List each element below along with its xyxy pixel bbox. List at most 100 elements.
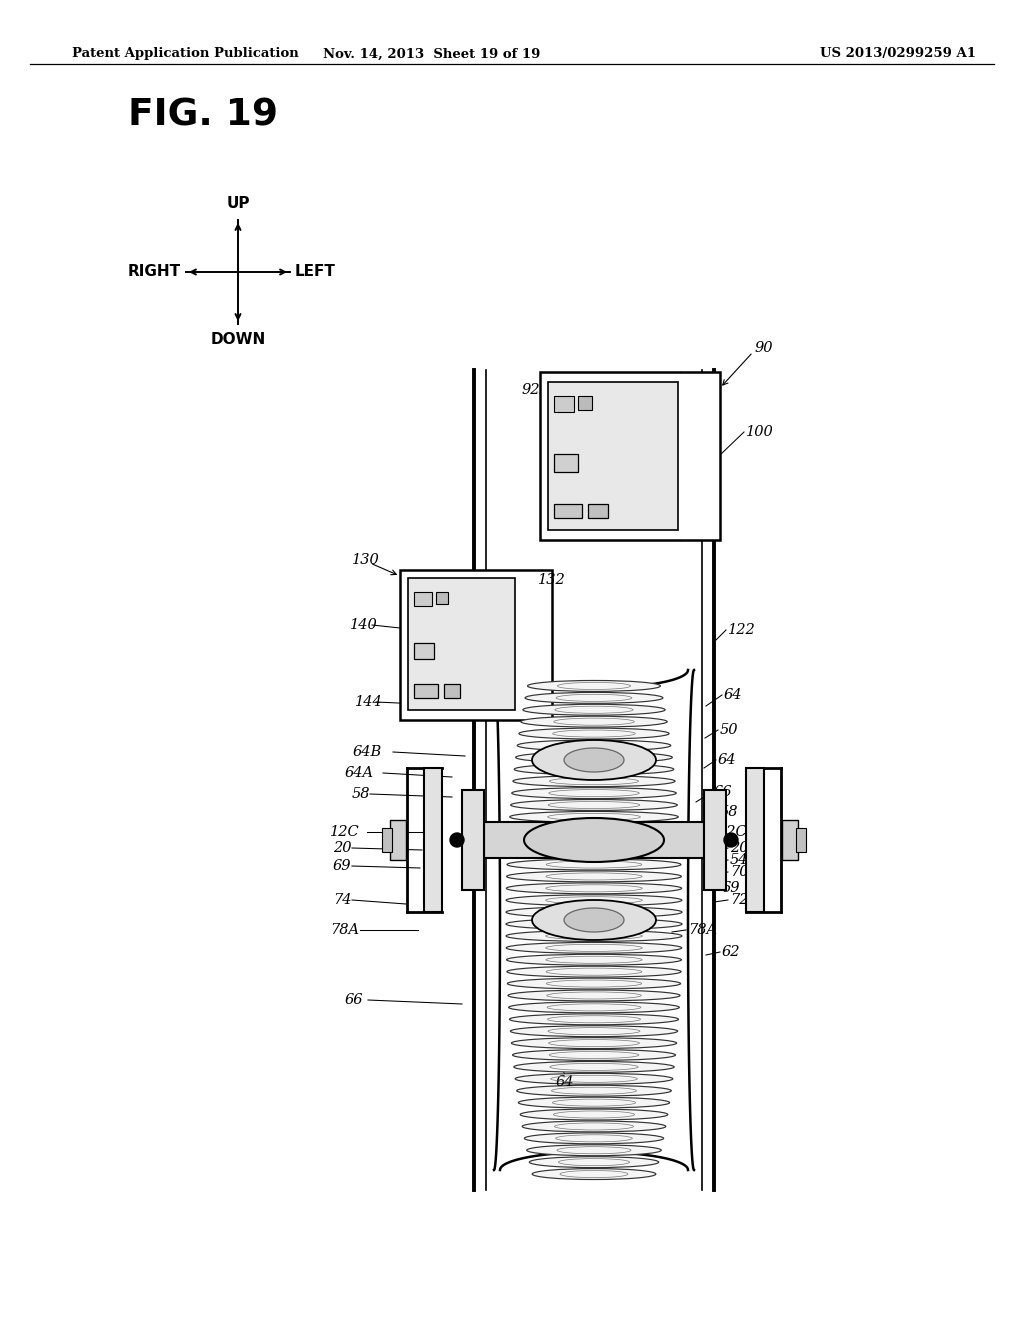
Text: 64: 64 [724, 688, 742, 702]
Text: 130: 130 [352, 553, 380, 568]
Ellipse shape [506, 895, 682, 906]
Text: RIGHT: RIGHT [128, 264, 181, 280]
Text: 132: 132 [538, 573, 565, 587]
Ellipse shape [532, 900, 656, 940]
Ellipse shape [514, 764, 674, 775]
Text: 78A: 78A [330, 923, 359, 937]
Bar [414, 643, 434, 659]
Text: 54: 54 [730, 853, 749, 867]
Ellipse shape [509, 1002, 679, 1012]
Ellipse shape [524, 1133, 664, 1144]
Circle shape [724, 833, 738, 847]
Text: FIG. 19: FIG. 19 [128, 98, 278, 135]
Bar [588, 504, 608, 517]
Ellipse shape [517, 741, 671, 751]
Ellipse shape [519, 729, 669, 739]
Ellipse shape [507, 859, 681, 870]
Ellipse shape [509, 824, 679, 834]
Text: 20: 20 [730, 841, 749, 855]
Text: 90: 90 [755, 341, 773, 355]
Bar [414, 591, 432, 606]
Ellipse shape [523, 705, 666, 715]
Ellipse shape [511, 800, 677, 810]
Ellipse shape [510, 1014, 679, 1024]
Text: 69: 69 [333, 859, 351, 873]
Ellipse shape [517, 1085, 672, 1096]
Text: LEFT: LEFT [295, 264, 336, 280]
Circle shape [450, 833, 464, 847]
Ellipse shape [506, 919, 682, 929]
Ellipse shape [522, 1121, 666, 1133]
Bar [390, 820, 406, 861]
Ellipse shape [564, 908, 624, 932]
Ellipse shape [506, 931, 682, 941]
Text: 70: 70 [730, 865, 749, 879]
Text: DOWN: DOWN [210, 333, 265, 347]
Ellipse shape [532, 741, 656, 780]
Bar [554, 396, 574, 412]
Text: 66: 66 [714, 785, 732, 799]
Text: 69: 69 [722, 880, 740, 895]
Ellipse shape [564, 748, 624, 772]
Text: 20: 20 [333, 841, 351, 855]
Text: 64A: 64A [345, 766, 374, 780]
Ellipse shape [527, 681, 660, 692]
Ellipse shape [520, 1109, 668, 1119]
Text: 66: 66 [345, 993, 364, 1007]
Bar [554, 504, 582, 517]
Text: 92: 92 [522, 383, 541, 397]
Bar [436, 591, 449, 605]
Ellipse shape [511, 1038, 677, 1048]
Text: 64: 64 [718, 752, 736, 767]
Ellipse shape [513, 776, 675, 787]
Ellipse shape [515, 1073, 673, 1084]
Bar [796, 828, 806, 851]
Ellipse shape [521, 717, 668, 727]
Text: 64: 64 [556, 1074, 574, 1089]
Ellipse shape [506, 883, 682, 894]
Ellipse shape [508, 978, 681, 989]
Text: 12C: 12C [718, 825, 748, 840]
Bar [414, 684, 438, 698]
Bar [548, 381, 678, 531]
Text: 140: 140 [350, 618, 378, 632]
Ellipse shape [506, 942, 682, 953]
Bar [540, 372, 720, 540]
Ellipse shape [508, 847, 680, 858]
Ellipse shape [526, 1144, 662, 1156]
Bar [408, 578, 515, 710]
Ellipse shape [524, 818, 664, 862]
Ellipse shape [532, 1168, 655, 1180]
Text: 74: 74 [333, 894, 351, 907]
Ellipse shape [507, 954, 681, 965]
Bar [424, 768, 442, 912]
Text: 58: 58 [352, 787, 371, 801]
Text: 64B: 64B [353, 744, 382, 759]
Bar [462, 789, 484, 890]
Text: 78A: 78A [688, 923, 717, 937]
Text: 58: 58 [720, 805, 738, 818]
Ellipse shape [525, 693, 663, 704]
Text: 144: 144 [355, 696, 383, 709]
Bar [705, 789, 726, 890]
Bar [782, 820, 798, 861]
Text: 122: 122 [728, 623, 756, 638]
Text: US 2013/0299259 A1: US 2013/0299259 A1 [820, 48, 976, 61]
Ellipse shape [516, 752, 673, 763]
Ellipse shape [506, 907, 682, 917]
Ellipse shape [507, 871, 681, 882]
Ellipse shape [513, 1049, 676, 1060]
Ellipse shape [508, 990, 680, 1001]
Text: Patent Application Publication: Patent Application Publication [72, 48, 299, 61]
Ellipse shape [518, 1097, 670, 1107]
Bar [484, 822, 705, 858]
Ellipse shape [514, 1061, 674, 1072]
Bar [400, 570, 552, 719]
Bar [382, 828, 392, 851]
Ellipse shape [529, 1156, 658, 1168]
Bar [554, 454, 578, 473]
Text: 72: 72 [730, 894, 749, 907]
Text: 62: 62 [722, 945, 740, 960]
Text: 100: 100 [746, 425, 774, 440]
Text: Nov. 14, 2013  Sheet 19 of 19: Nov. 14, 2013 Sheet 19 of 19 [324, 48, 541, 61]
